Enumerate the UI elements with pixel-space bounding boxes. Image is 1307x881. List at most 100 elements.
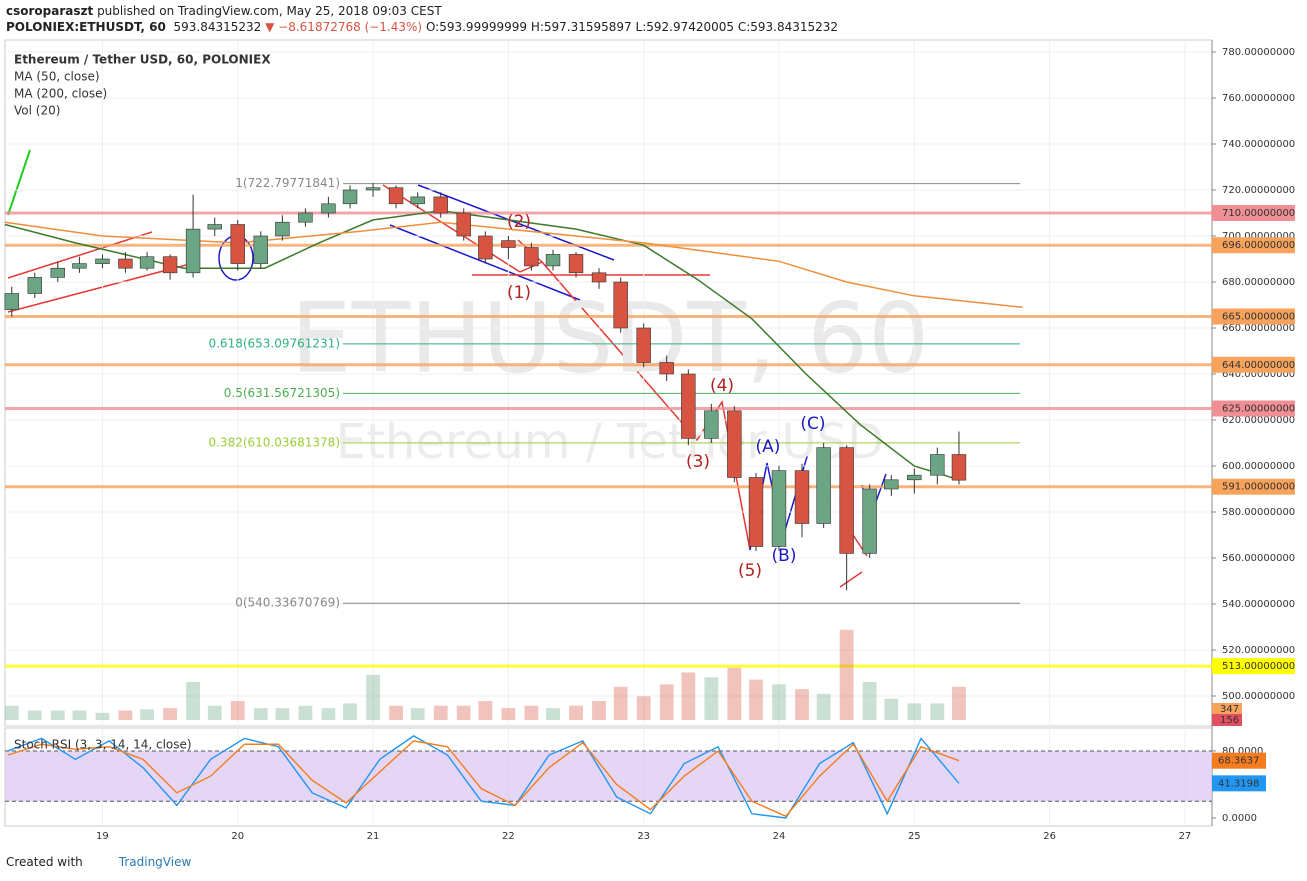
volume-bar xyxy=(72,710,87,720)
candle-body xyxy=(139,256,155,269)
x-tick-label: 22 xyxy=(502,831,515,842)
fib-label: 0.5(631.56721305) xyxy=(224,386,340,400)
candle-body xyxy=(365,187,381,191)
candle-body xyxy=(591,272,607,283)
candle-body xyxy=(862,488,877,554)
volume-bar xyxy=(4,705,19,720)
level-label: 665.00000000 xyxy=(1222,312,1295,323)
candle-body xyxy=(230,224,245,264)
y-tick-label: 560.00000000 xyxy=(1222,553,1295,564)
stoch-title: Stoch RSI (3, 3, 14, 14, close) xyxy=(14,738,192,752)
candle-body xyxy=(95,258,110,264)
x-tick-label: 23 xyxy=(637,831,650,842)
volume-bar xyxy=(659,684,674,720)
volume-bar xyxy=(230,701,245,720)
candle-body xyxy=(321,203,336,214)
volume-bar xyxy=(163,708,177,720)
candle-body xyxy=(388,187,404,205)
created: Created with xyxy=(6,855,83,869)
y-tick-label: 0.0000 xyxy=(1222,813,1257,824)
chart: ETHUSDT, 60 Ethereum / Tether USD 500.0000… xyxy=(4,39,1295,842)
volume-bar xyxy=(27,710,42,720)
candle-body xyxy=(771,470,787,547)
published: published on TradingView.com, May 25, 20… xyxy=(97,4,442,18)
fib-label: 0(540.33670769) xyxy=(235,596,340,610)
candle-body xyxy=(794,470,810,524)
wave-label: (2) xyxy=(507,212,531,232)
candle-body xyxy=(275,221,290,237)
volume-bar xyxy=(592,701,606,720)
level-tag xyxy=(1212,356,1295,373)
volume-bar xyxy=(816,693,831,720)
y-tick-label: 600.00000000 xyxy=(1222,461,1295,472)
candle-body xyxy=(456,212,471,237)
volume-bar xyxy=(636,696,651,720)
wave-label: (B) xyxy=(772,546,797,566)
price-pane xyxy=(4,39,1213,727)
candle-body xyxy=(50,267,65,278)
wave-label: (3) xyxy=(686,452,710,472)
level-label: 625.00000000 xyxy=(1222,404,1295,415)
volume-bar xyxy=(389,705,403,720)
volume-bar xyxy=(207,705,222,720)
candle-body xyxy=(568,254,584,274)
volume-bar xyxy=(298,705,313,720)
level-label: 513.00000000 xyxy=(1222,661,1295,672)
candle-body xyxy=(72,263,87,269)
candle-body xyxy=(930,454,945,476)
volume-bar xyxy=(95,712,110,720)
volume-last: 347 xyxy=(1220,704,1239,715)
candle-body xyxy=(681,373,696,439)
candle-body xyxy=(884,479,899,490)
volume-bar xyxy=(366,674,380,720)
stoch-line xyxy=(7,735,960,819)
footer: Created with TradingView xyxy=(6,855,191,869)
ohlc: O:593.99999999 H:597.31595897 L:592.9742… xyxy=(425,20,839,34)
volume-bar xyxy=(524,705,539,720)
y-tick-label: 500.00000000 xyxy=(1222,691,1295,702)
level-label: 644.00000000 xyxy=(1222,360,1295,371)
y-tick-label: 580.00000000 xyxy=(1222,507,1295,518)
candle-body xyxy=(659,362,674,375)
volume-bar xyxy=(546,708,560,720)
indicator-label: MA (200, close) xyxy=(14,87,107,101)
y-tick-label: 80.0000 xyxy=(1222,746,1263,757)
brand: TradingView xyxy=(118,855,192,869)
level-tag xyxy=(1212,400,1295,417)
stoch-tag xyxy=(1212,775,1266,792)
volume-bar xyxy=(50,710,65,720)
volume-bar xyxy=(433,705,448,720)
candle-body xyxy=(636,327,651,363)
watermark: ETHUSDT, 60 xyxy=(291,282,929,394)
symbol: POLONIEX:ETHUSDT, 60 xyxy=(6,20,166,34)
volume-bar xyxy=(704,677,719,720)
candle-body xyxy=(704,410,719,439)
candle-body xyxy=(727,410,742,478)
volume-bar xyxy=(140,709,154,720)
level-tag xyxy=(1212,205,1295,221)
candle-body xyxy=(410,196,425,205)
volume-tag xyxy=(1212,714,1242,726)
volume-bar xyxy=(343,703,357,720)
indicator-label: Vol (20) xyxy=(14,104,60,118)
last: 593.84315232 xyxy=(173,20,262,34)
x-tick-label: 27 xyxy=(1179,831,1192,842)
x-tick-label: 19 xyxy=(96,831,109,842)
y-tick-label: 640.00000000 xyxy=(1222,369,1295,380)
volume-bar xyxy=(839,629,854,720)
volume-bar xyxy=(862,682,877,720)
candle-body xyxy=(545,254,561,267)
volume-bar xyxy=(321,708,336,720)
fib-label: 0.382(610.03681378) xyxy=(208,435,340,449)
volume-bar xyxy=(772,684,786,720)
volume-bar xyxy=(410,708,425,720)
x-tick-label: 26 xyxy=(1043,831,1056,842)
change: ▼ −8.61872768 (−1.43%) xyxy=(265,20,423,34)
wave-label: (1) xyxy=(507,283,531,303)
x-tick-label: 21 xyxy=(367,831,380,842)
wave-label: (4) xyxy=(710,376,734,396)
level-tag xyxy=(1212,658,1295,675)
x-tick-label: 24 xyxy=(773,831,786,842)
y-tick-label: 720.00000000 xyxy=(1222,185,1295,196)
level-tag xyxy=(1212,478,1295,495)
